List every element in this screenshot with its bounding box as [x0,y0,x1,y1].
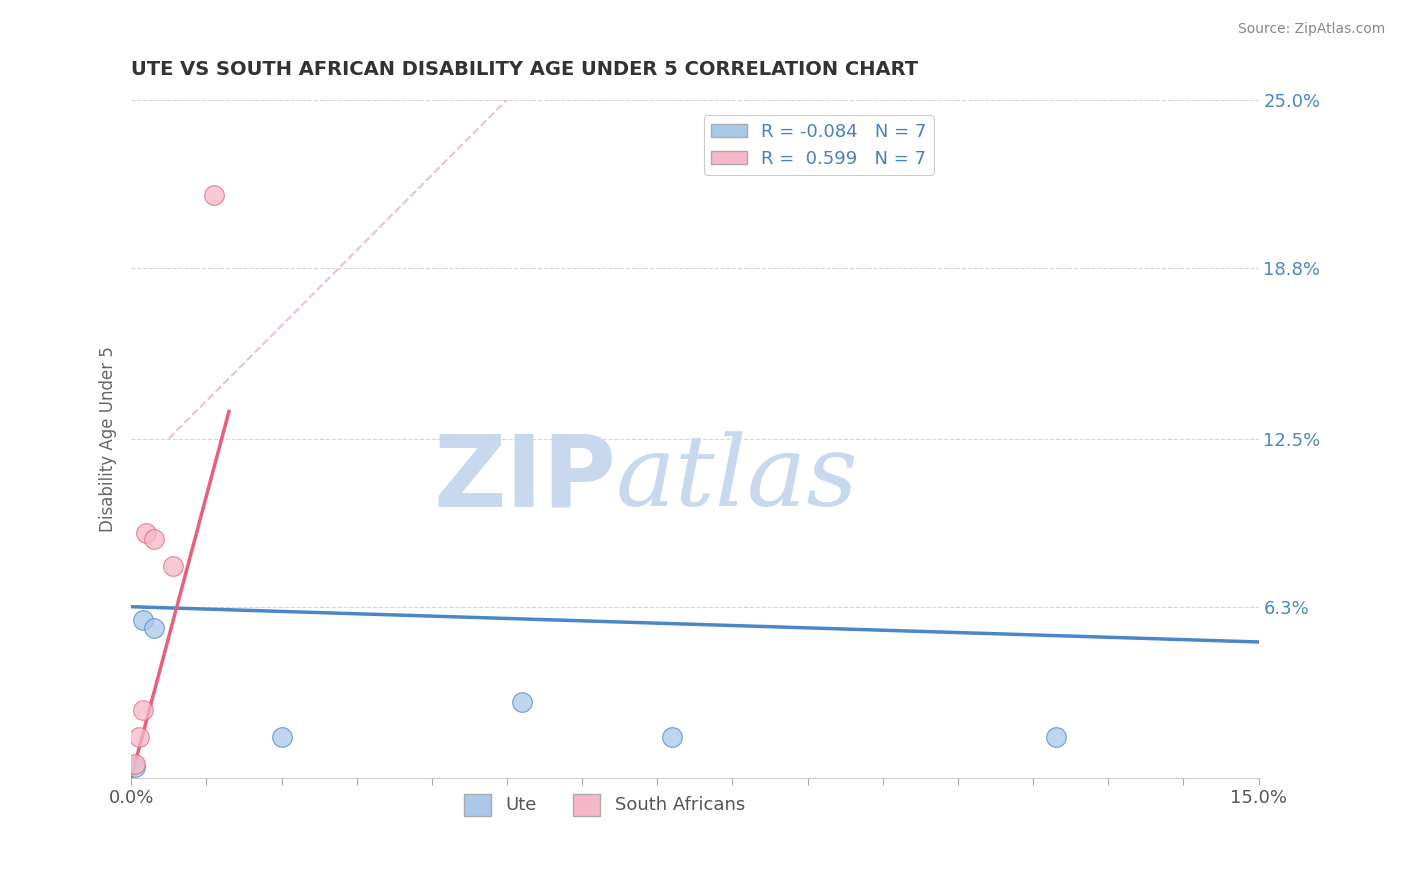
Text: UTE VS SOUTH AFRICAN DISABILITY AGE UNDER 5 CORRELATION CHART: UTE VS SOUTH AFRICAN DISABILITY AGE UNDE… [131,60,918,78]
Point [510,695,533,709]
Point [661,730,683,744]
Y-axis label: Disability Age Under 5: Disability Age Under 5 [100,345,117,532]
Point [202,187,225,202]
Point [124,757,146,772]
Text: atlas: atlas [616,432,859,527]
Legend: Ute, South Africans: Ute, South Africans [457,786,752,822]
Point [270,730,292,744]
Point [135,526,157,541]
Point [1045,730,1067,744]
Point [162,559,184,574]
Text: Source: ZipAtlas.com: Source: ZipAtlas.com [1237,22,1385,37]
Point [142,532,165,546]
Point [131,703,153,717]
Text: ZIP: ZIP [433,431,616,528]
Point [124,760,146,774]
Point [142,621,165,635]
Point [128,730,150,744]
Point [131,613,153,627]
